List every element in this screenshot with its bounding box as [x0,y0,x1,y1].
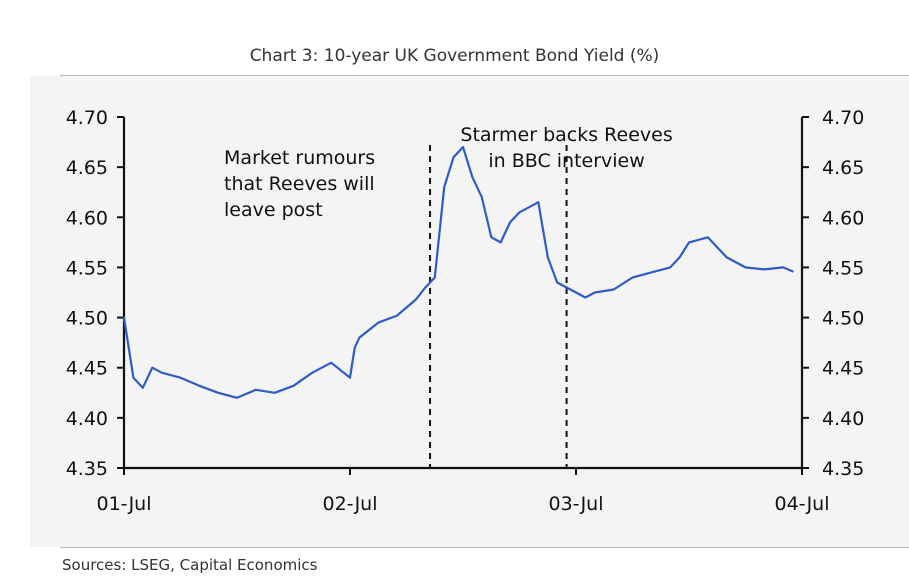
y-tick-label-right: 4.65 [822,157,864,179]
annotation-label: in BBC interview [488,150,644,172]
annotation-label: that Reeves will [224,173,375,195]
y-tick-label-right: 4.40 [822,408,864,430]
y-tick-label-left: 4.60 [66,207,108,229]
y-tick-label-left: 4.50 [66,308,108,330]
chart-title: Chart 3: 10-year UK Government Bond Yiel… [249,46,660,66]
y-tick-label-right: 4.70 [822,107,864,129]
x-tick-label: 02-Jul [322,493,377,515]
y-tick-label-left: 4.45 [66,358,108,380]
title-divider [60,75,909,76]
y-tick-label-right: 4.60 [822,207,864,229]
y-tick-label-left: 4.35 [66,458,108,480]
y-tick-label-right: 4.35 [822,458,864,480]
x-tick-label: 04-Jul [774,493,829,515]
y-tick-label-right: 4.50 [822,308,864,330]
y-tick-label-right: 4.55 [822,257,864,279]
axes [122,117,804,470]
source-note: Sources: LSEG, Capital Economics [62,556,318,574]
y-tick-label-left: 4.70 [66,107,108,129]
annotation-label: leave post [224,199,323,221]
footer-divider [60,547,909,548]
annotations: Market rumours that Reeves will leave post… [224,124,673,468]
y-tick-label-left: 4.55 [66,257,108,279]
tick-labels: 4.35 4.35 4.40 4.40 4.45 4.45 4.50 4.50 4.55 4.55… [66,107,865,515]
yield-series-line [122,146,794,399]
series [122,146,794,399]
y-tick-label-left: 4.40 [66,408,108,430]
tick-marks [117,116,809,475]
x-tick-label: 03-Jul [548,493,603,515]
y-tick-label-right: 4.45 [822,358,864,380]
y-tick-label-left: 4.65 [66,157,108,179]
annotation-label: Starmer backs Reeves [460,124,672,146]
x-tick-label: 01-Jul [96,493,151,515]
annotation-label: Market rumours [224,147,375,169]
